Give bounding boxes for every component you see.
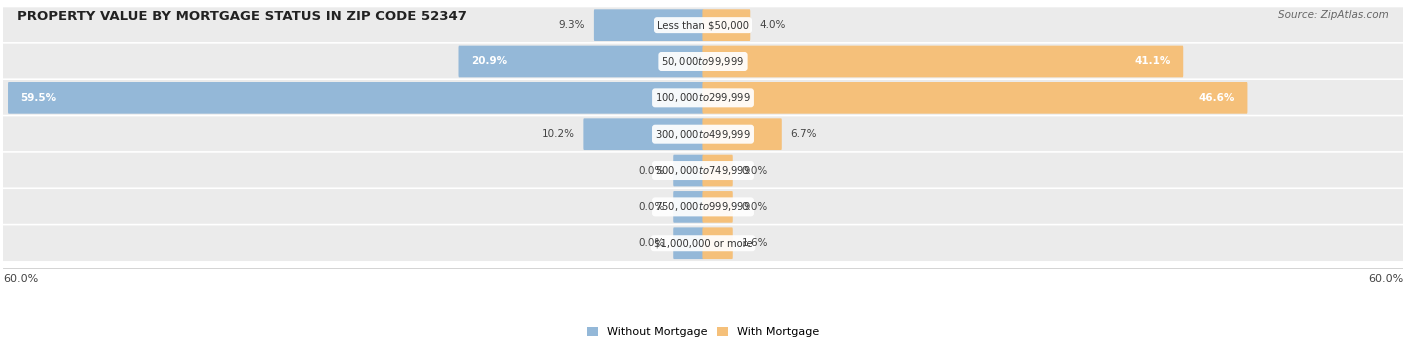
Text: PROPERTY VALUE BY MORTGAGE STATUS IN ZIP CODE 52347: PROPERTY VALUE BY MORTGAGE STATUS IN ZIP… bbox=[17, 10, 467, 23]
Text: Source: ZipAtlas.com: Source: ZipAtlas.com bbox=[1278, 10, 1389, 20]
Text: $50,000 to $99,999: $50,000 to $99,999 bbox=[661, 55, 745, 68]
FancyBboxPatch shape bbox=[703, 46, 1184, 77]
Text: 0.0%: 0.0% bbox=[638, 166, 665, 175]
FancyBboxPatch shape bbox=[0, 79, 1406, 117]
Text: $300,000 to $499,999: $300,000 to $499,999 bbox=[655, 128, 751, 141]
FancyBboxPatch shape bbox=[458, 46, 703, 77]
FancyBboxPatch shape bbox=[673, 191, 703, 223]
Text: $500,000 to $749,999: $500,000 to $749,999 bbox=[655, 164, 751, 177]
FancyBboxPatch shape bbox=[0, 225, 1406, 262]
FancyBboxPatch shape bbox=[703, 155, 733, 186]
FancyBboxPatch shape bbox=[703, 118, 782, 150]
FancyBboxPatch shape bbox=[0, 43, 1406, 80]
Text: 20.9%: 20.9% bbox=[471, 56, 508, 67]
FancyBboxPatch shape bbox=[583, 118, 703, 150]
Text: 46.6%: 46.6% bbox=[1199, 93, 1234, 103]
Text: 0.0%: 0.0% bbox=[741, 166, 768, 175]
Text: 0.0%: 0.0% bbox=[638, 238, 665, 248]
FancyBboxPatch shape bbox=[703, 9, 751, 41]
Text: 10.2%: 10.2% bbox=[541, 129, 575, 139]
Text: 60.0%: 60.0% bbox=[3, 274, 38, 284]
Text: 0.0%: 0.0% bbox=[741, 202, 768, 212]
Text: 59.5%: 59.5% bbox=[20, 93, 56, 103]
FancyBboxPatch shape bbox=[0, 116, 1406, 153]
FancyBboxPatch shape bbox=[703, 191, 733, 223]
Text: $750,000 to $999,999: $750,000 to $999,999 bbox=[655, 200, 751, 214]
Text: 6.7%: 6.7% bbox=[790, 129, 817, 139]
FancyBboxPatch shape bbox=[0, 152, 1406, 189]
FancyBboxPatch shape bbox=[703, 227, 733, 259]
Text: 4.0%: 4.0% bbox=[759, 20, 786, 30]
Text: 9.3%: 9.3% bbox=[558, 20, 585, 30]
FancyBboxPatch shape bbox=[593, 9, 703, 41]
Text: $1,000,000 or more: $1,000,000 or more bbox=[654, 238, 752, 248]
FancyBboxPatch shape bbox=[673, 227, 703, 259]
Text: 41.1%: 41.1% bbox=[1135, 56, 1171, 67]
Text: 60.0%: 60.0% bbox=[1368, 274, 1403, 284]
FancyBboxPatch shape bbox=[0, 6, 1406, 44]
Legend: Without Mortgage, With Mortgage: Without Mortgage, With Mortgage bbox=[582, 322, 824, 340]
FancyBboxPatch shape bbox=[673, 155, 703, 186]
Text: Less than $50,000: Less than $50,000 bbox=[657, 20, 749, 30]
FancyBboxPatch shape bbox=[8, 82, 703, 114]
Text: $100,000 to $299,999: $100,000 to $299,999 bbox=[655, 91, 751, 104]
FancyBboxPatch shape bbox=[0, 188, 1406, 225]
FancyBboxPatch shape bbox=[703, 82, 1247, 114]
Text: 1.6%: 1.6% bbox=[741, 238, 768, 248]
Text: 0.0%: 0.0% bbox=[638, 202, 665, 212]
